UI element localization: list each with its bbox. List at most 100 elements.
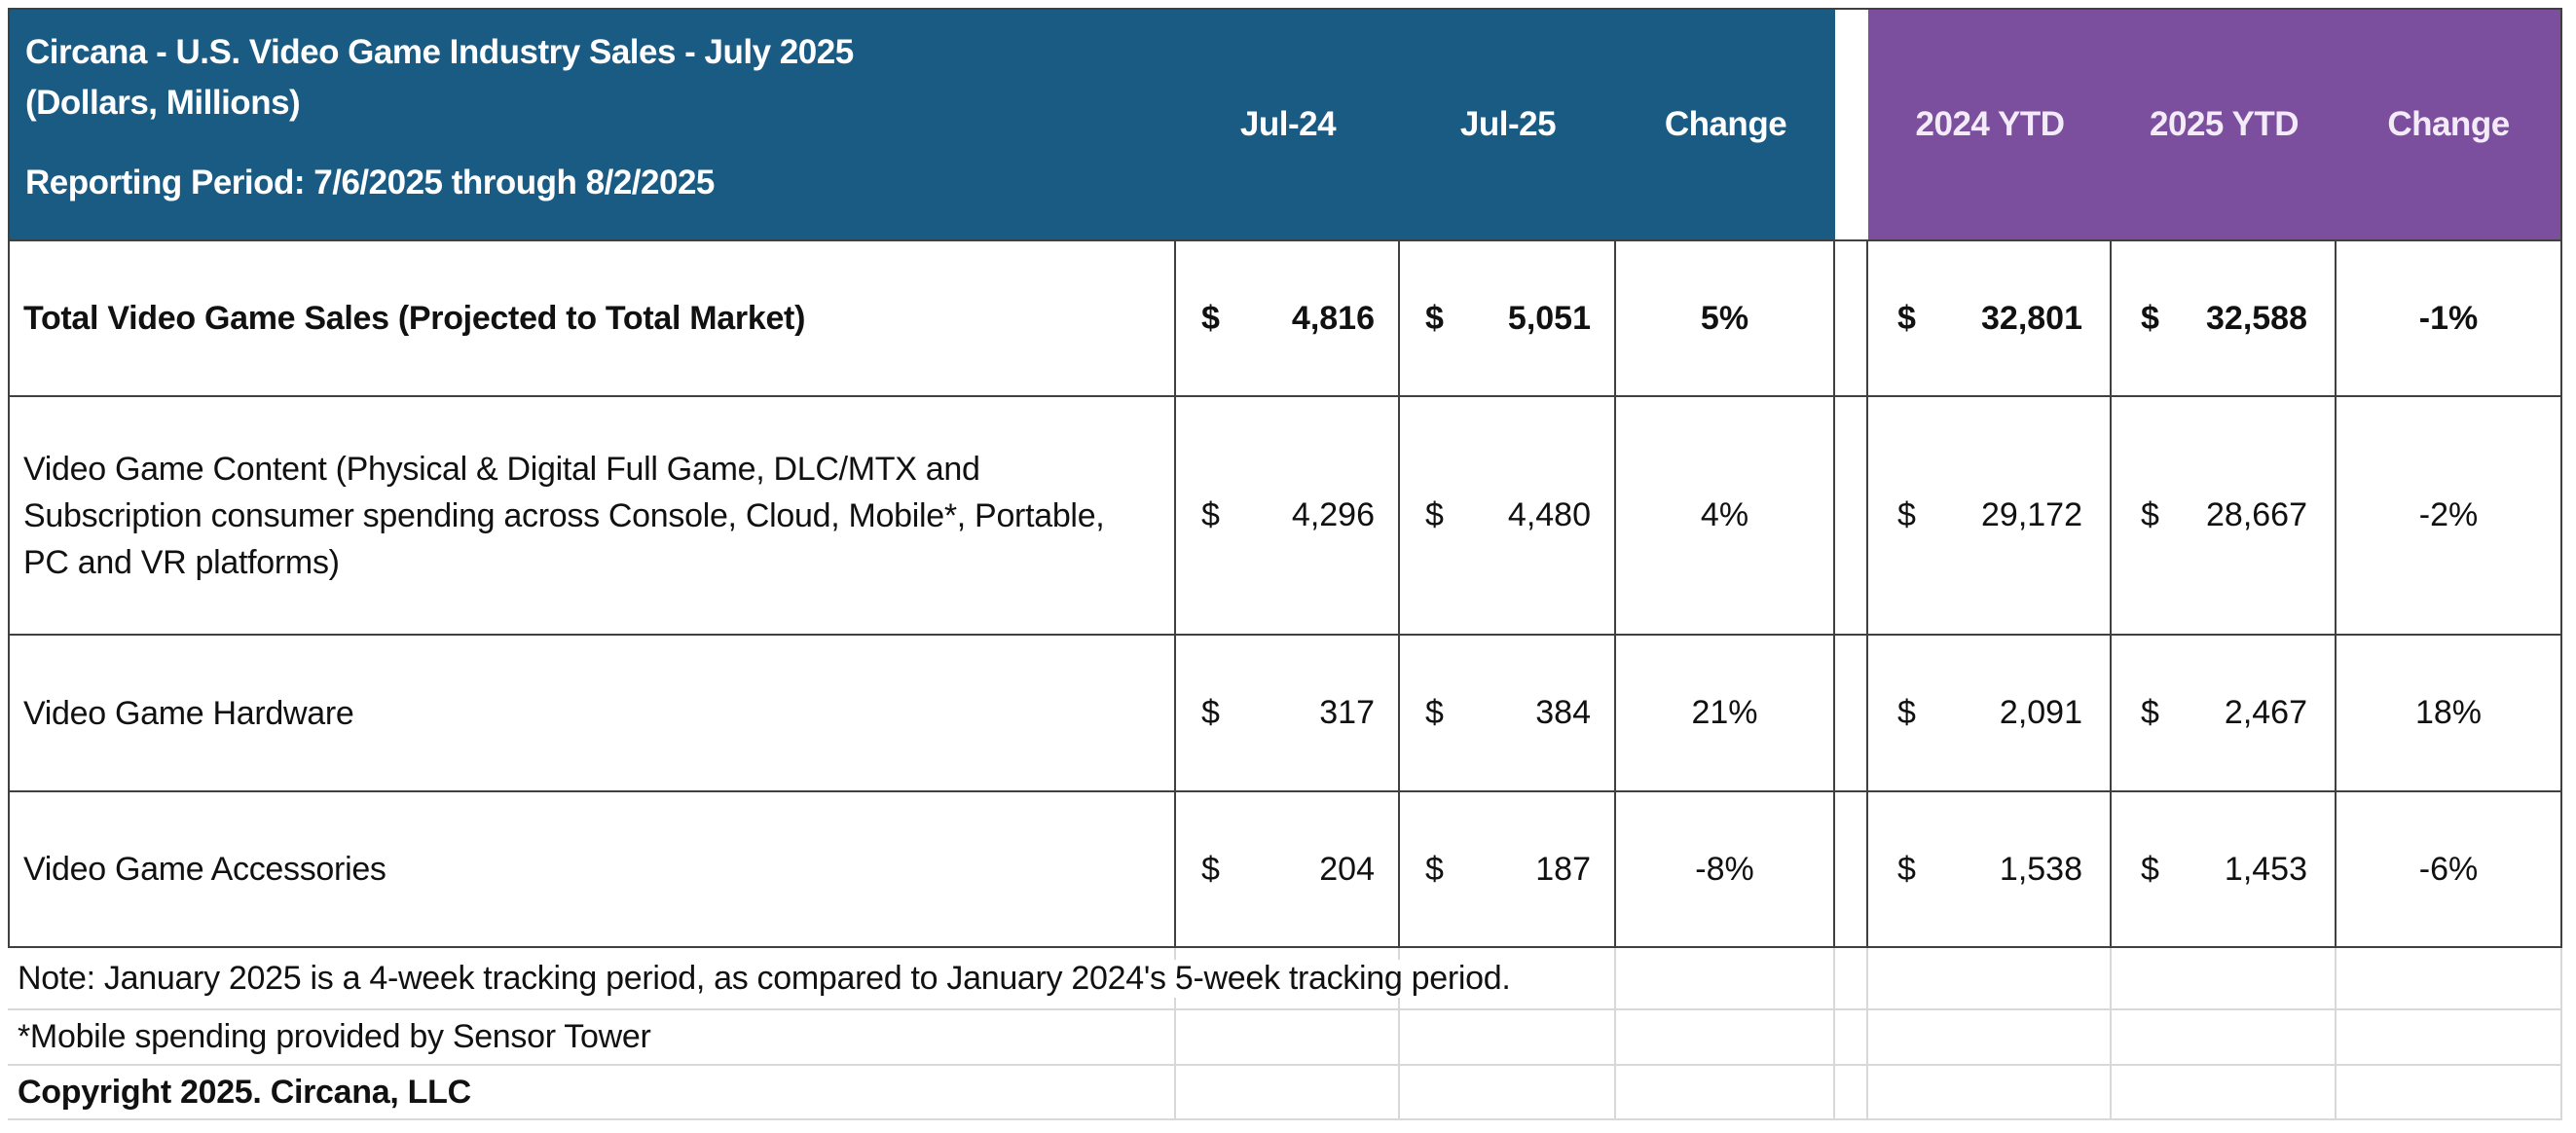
total-jul25-cell: $ 5,051 <box>1400 241 1616 397</box>
dollar-sign: $ <box>1897 299 1916 337</box>
accessories-2025ytd-cell: $ 1,453 <box>2112 792 2337 948</box>
empty-cell <box>2112 948 2337 1010</box>
dollar-sign: $ <box>1897 850 1916 888</box>
accessories-jul24-cell: $ 204 <box>1176 792 1400 948</box>
accessories-2024ytd-cell: $ 1,538 <box>1868 792 2112 948</box>
copyright-text: Copyright 2025. Circana, LLC <box>18 1073 483 1112</box>
dollar-sign: $ <box>2141 496 2159 533</box>
hardware-2025ytd-value: 2,467 <box>2224 694 2307 731</box>
hardware-jul24-value: 317 <box>1319 694 1375 731</box>
empty-cell <box>2337 948 2562 1010</box>
dollar-sign: $ <box>2141 299 2159 337</box>
total-2024ytd-cell: $ 32,801 <box>1868 241 2112 397</box>
footnotes-area: Note: January 2025 is a 4-week tracking … <box>8 948 2562 1120</box>
dollar-sign: $ <box>1201 496 1220 533</box>
empty-cell <box>1400 1066 1616 1120</box>
dollar-sign: $ <box>1425 299 1444 337</box>
tracking-period-note: Note: January 2025 is a 4-week tracking … <box>8 948 1523 1010</box>
content-2025ytd-cell: $ 28,667 <box>2112 397 2337 636</box>
table-title: Circana - U.S. Video Game Industry Sales… <box>25 33 854 71</box>
hardware-jul25-cell: $ 384 <box>1400 636 1616 792</box>
reporting-period: Reporting Period: 7/6/2025 through 8/2/2… <box>25 164 715 201</box>
column-header-jul-25: Jul-25 <box>1400 10 1616 241</box>
dollar-sign: $ <box>1201 299 1220 337</box>
hardware-jul24-cell: $ 317 <box>1176 636 1400 792</box>
column-header-2025-ytd: 2025 YTD <box>2112 10 2337 241</box>
hardware-jul25-value: 384 <box>1535 694 1591 731</box>
total-jul24-cell: $ 4,816 <box>1176 241 1400 397</box>
total-monthly-change: 5% <box>1616 241 1835 397</box>
content-jul24-value: 4,296 <box>1291 496 1375 533</box>
hardware-2024ytd-cell: $ 2,091 <box>1868 636 2112 792</box>
total-2025ytd-cell: $ 32,588 <box>2112 241 2337 397</box>
content-monthly-change: 4% <box>1616 397 1835 636</box>
gap-spacer <box>1835 397 1868 636</box>
empty-cell <box>2112 1066 2337 1120</box>
dollar-sign: $ <box>1897 694 1916 731</box>
empty-cell <box>1835 1010 1868 1066</box>
accessories-2025ytd-value: 1,453 <box>2224 850 2307 888</box>
mobile-spending-note: *Mobile spending provided by Sensor Towe… <box>8 1010 1176 1066</box>
empty-cell <box>2112 1010 2337 1066</box>
gap-spacer <box>1835 636 1868 792</box>
hardware-monthly-change: 21% <box>1616 636 1835 792</box>
empty-cell <box>1176 1010 1400 1066</box>
empty-cell <box>2337 1066 2562 1120</box>
accessories-ytd-change: -6% <box>2337 792 2560 948</box>
accessories-jul24-value: 204 <box>1319 850 1375 888</box>
gap-spacer <box>1835 241 1868 397</box>
mobile-spending-note-text: *Mobile spending provided by Sensor Towe… <box>18 1018 663 1056</box>
column-header-change-ytd: Change <box>2337 10 2560 241</box>
total-jul25-value: 5,051 <box>1507 299 1591 337</box>
dollar-sign: $ <box>1425 850 1444 888</box>
content-ytd-change: -2% <box>2337 397 2560 636</box>
header-gap-spacer <box>1835 10 1868 241</box>
hardware-2024ytd-value: 2,091 <box>1999 694 2082 731</box>
hardware-2025ytd-cell: $ 2,467 <box>2112 636 2337 792</box>
empty-cell <box>1868 1066 2112 1120</box>
empty-cell <box>1400 1010 1616 1066</box>
content-2025ytd-value: 28,667 <box>2206 496 2307 533</box>
gap-spacer <box>1835 792 1868 948</box>
content-2024ytd-value: 29,172 <box>1981 496 2082 533</box>
sales-table: Circana - U.S. Video Game Industry Sales… <box>8 8 2562 948</box>
accessories-jul25-cell: $ 187 <box>1400 792 1616 948</box>
dollar-sign: $ <box>1201 850 1220 888</box>
column-header-2024-ytd: 2024 YTD <box>1868 10 2112 241</box>
empty-cell <box>1868 1010 2112 1066</box>
dollar-sign: $ <box>1201 694 1220 731</box>
row-label-content: Video Game Content (Physical & Digital F… <box>10 397 1176 636</box>
empty-cell <box>1616 1066 1835 1120</box>
table-title-block: Circana - U.S. Video Game Industry Sales… <box>10 10 1176 241</box>
content-jul24-cell: $ 4,296 <box>1176 397 1400 636</box>
row-label-total-sales: Total Video Game Sales (Projected to Tot… <box>10 241 1176 397</box>
accessories-2024ytd-value: 1,538 <box>1999 850 2082 888</box>
empty-cell <box>1835 948 1868 1010</box>
accessories-jul25-value: 187 <box>1535 850 1591 888</box>
row-label-accessories: Video Game Accessories <box>10 792 1176 948</box>
total-2025ytd-value: 32,588 <box>2206 299 2307 337</box>
column-header-change-monthly: Change <box>1616 10 1835 241</box>
row-label-hardware: Video Game Hardware <box>10 636 1176 792</box>
empty-cell <box>1176 1066 1400 1120</box>
dollar-sign: $ <box>1425 694 1444 731</box>
dollar-sign: $ <box>1425 496 1444 533</box>
table-units-subtitle: (Dollars, Millions) <box>25 84 301 122</box>
total-ytd-change: -1% <box>2337 241 2560 397</box>
empty-cell <box>2337 1010 2562 1066</box>
tracking-period-note-text: Note: January 2025 is a 4-week tracking … <box>18 959 1523 998</box>
total-2024ytd-value: 32,801 <box>1981 299 2082 337</box>
total-jul24-value: 4,816 <box>1291 299 1375 337</box>
empty-cell <box>1616 1010 1835 1066</box>
content-2024ytd-cell: $ 29,172 <box>1868 397 2112 636</box>
content-jul25-value: 4,480 <box>1507 496 1591 533</box>
empty-cell <box>1868 948 2112 1010</box>
dollar-sign: $ <box>2141 850 2159 888</box>
dollar-sign: $ <box>2141 694 2159 731</box>
hardware-ytd-change: 18% <box>2337 636 2560 792</box>
empty-cell <box>1835 1066 1868 1120</box>
accessories-monthly-change: -8% <box>1616 792 1835 948</box>
copyright-notice: Copyright 2025. Circana, LLC <box>8 1066 1176 1120</box>
content-jul25-cell: $ 4,480 <box>1400 397 1616 636</box>
